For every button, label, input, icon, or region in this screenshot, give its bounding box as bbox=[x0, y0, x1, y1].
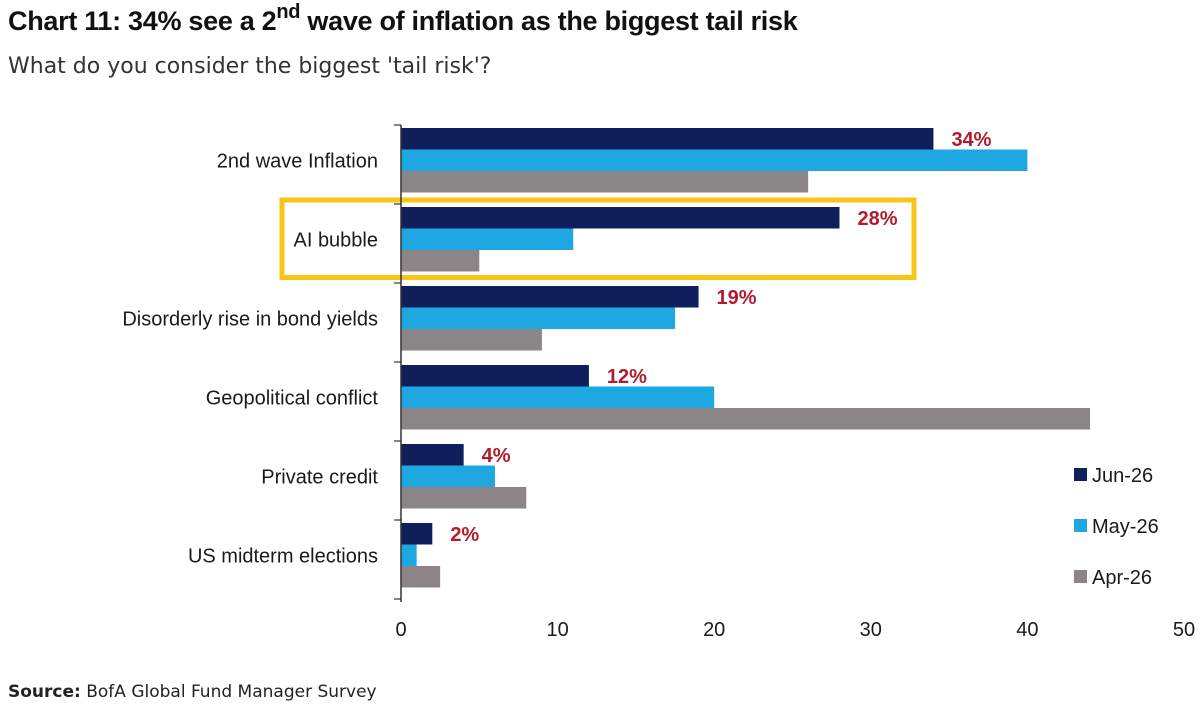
category-label-private-credit: Private credit bbox=[261, 466, 378, 488]
bar-geopolitical-conflict-jun-26 bbox=[401, 365, 589, 387]
category-label-disorderly-rise-in-bond-yields: Disorderly rise in bond yields bbox=[122, 308, 378, 330]
bar-ai-bubble-jun-26 bbox=[401, 207, 840, 229]
bar-disorderly-rise-in-bond-yields-apr-26 bbox=[401, 329, 542, 351]
x-tick-label-20: 20 bbox=[703, 619, 725, 641]
chart-subtitle: What do you consider the biggest 'tail r… bbox=[8, 54, 492, 79]
chart-title-suffix: wave of inflation as the biggest tail ri… bbox=[300, 6, 798, 36]
chart-title-prefix: Chart 11: 34% see a 2 bbox=[8, 6, 277, 36]
x-tick-label-30: 30 bbox=[860, 619, 882, 641]
data-label-2nd-wave-inflation: 34% bbox=[951, 129, 991, 151]
bar-private-credit-may-26 bbox=[401, 465, 495, 487]
bar-ai-bubble-apr-26 bbox=[401, 250, 480, 272]
source-text: BofA Global Fund Manager Survey bbox=[86, 682, 377, 702]
bar-private-credit-apr-26 bbox=[401, 487, 527, 509]
x-tick-label-0: 0 bbox=[395, 619, 406, 641]
source-label: Source: bbox=[8, 682, 81, 702]
bar-us-midterm-elections-may-26 bbox=[401, 544, 417, 566]
x-tick-label-10: 10 bbox=[546, 619, 568, 641]
chart-source: Source: BofA Global Fund Manager Survey bbox=[8, 682, 377, 702]
highlight-box-ai-bubble bbox=[279, 197, 917, 280]
x-tick-label-40: 40 bbox=[1016, 619, 1038, 641]
bar-disorderly-rise-in-bond-yields-jun-26 bbox=[401, 286, 699, 308]
bar-geopolitical-conflict-may-26 bbox=[401, 386, 715, 408]
legend-label-may-26: May-26 bbox=[1092, 516, 1159, 538]
data-label-private-credit: 4% bbox=[482, 445, 511, 467]
chart-title: Chart 11: 34% see a 2nd wave of inflatio… bbox=[8, 2, 798, 37]
bar-2nd-wave-inflation-jun-26 bbox=[401, 128, 934, 150]
bar-us-midterm-elections-apr-26 bbox=[401, 566, 441, 588]
chart-title-superscript: nd bbox=[276, 1, 301, 23]
legend-label-jun-26: Jun-26 bbox=[1092, 465, 1153, 487]
data-label-geopolitical-conflict: 12% bbox=[607, 366, 647, 388]
bar-ai-bubble-may-26 bbox=[401, 228, 574, 250]
category-label-geopolitical-conflict: Geopolitical conflict bbox=[206, 387, 379, 409]
data-label-disorderly-rise-in-bond-yields: 19% bbox=[717, 287, 757, 309]
legend-swatch-may-26 bbox=[1074, 519, 1087, 532]
x-tick-label-50: 50 bbox=[1173, 619, 1195, 641]
bar-disorderly-rise-in-bond-yields-may-26 bbox=[401, 307, 676, 329]
bar-us-midterm-elections-jun-26 bbox=[401, 523, 433, 545]
bar-2nd-wave-inflation-apr-26 bbox=[401, 171, 809, 193]
category-label-ai-bubble: AI bubble bbox=[293, 229, 378, 251]
bar-geopolitical-conflict-apr-26 bbox=[401, 408, 1091, 430]
category-label-2nd-wave-inflation: 2nd wave Inflation bbox=[217, 150, 378, 172]
legend-label-apr-26: Apr-26 bbox=[1092, 567, 1152, 589]
legend-swatch-apr-26 bbox=[1074, 570, 1087, 583]
category-label-us-midterm-elections: US midterm elections bbox=[188, 545, 378, 567]
bar-2nd-wave-inflation-may-26 bbox=[401, 149, 1028, 171]
data-label-us-midterm-elections: 2% bbox=[450, 524, 479, 546]
data-label-ai-bubble: 28% bbox=[857, 208, 897, 230]
bar-private-credit-jun-26 bbox=[401, 444, 464, 466]
legend-swatch-jun-26 bbox=[1074, 468, 1087, 481]
